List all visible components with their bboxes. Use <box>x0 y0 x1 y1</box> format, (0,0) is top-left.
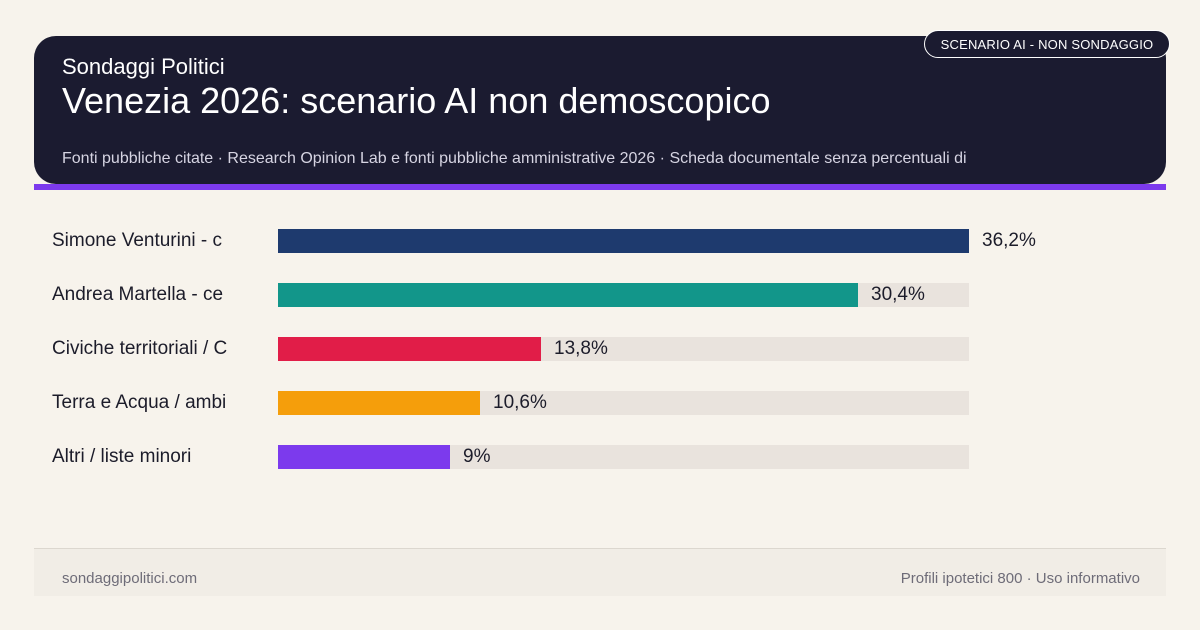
footer: sondaggipolitici.com Profili ipotetici 8… <box>34 548 1166 596</box>
bar-value-label: 10,6% <box>493 392 547 413</box>
bar <box>278 445 450 469</box>
sources-line: Fonti pubbliche citate · Research Opinio… <box>62 150 967 167</box>
bar-category-label: Simone Venturini - c <box>52 230 223 251</box>
header-accent-line <box>34 184 1166 190</box>
bar-row: Andrea Martella - ce 30,4% <box>0 282 1200 308</box>
header-panel: Sondaggi Politici Venezia 2026: scenario… <box>34 36 1166 184</box>
bar-category-label: Altri / liste minori <box>52 446 192 467</box>
footer-site: sondaggipolitici.com <box>62 570 198 587</box>
bar-value-label: 30,4% <box>871 284 925 305</box>
footer-note: Profili ipotetici 800 · Uso informativo <box>900 570 1140 587</box>
bar <box>278 337 541 361</box>
bar-category-label: Andrea Martella - ce <box>52 284 224 305</box>
bar-row: Simone Venturini - c 36,2% <box>0 228 1200 254</box>
brand-name: Sondaggi Politici <box>62 54 225 79</box>
bar-category-label: Civiche territoriali / C <box>52 338 228 359</box>
bar-row: Altri / liste minori 9% <box>0 444 1200 470</box>
bar <box>278 283 858 307</box>
bar-row: Civiche territoriali / C 13,8% <box>0 336 1200 362</box>
scenario-badge: SCENARIO AI - NON SONDAGGIO <box>924 30 1170 58</box>
bar-category-label: Terra e Acqua / ambi <box>52 392 227 413</box>
bar-row: Terra e Acqua / ambi 10,6% <box>0 390 1200 416</box>
bar <box>278 391 480 415</box>
bar-value-label: 9% <box>463 446 491 467</box>
bar <box>278 229 969 253</box>
bar-value-label: 13,8% <box>554 338 608 359</box>
page-title: Venezia 2026: scenario AI non demoscopic… <box>62 80 771 121</box>
bar-value-label: 36,2% <box>982 230 1036 251</box>
